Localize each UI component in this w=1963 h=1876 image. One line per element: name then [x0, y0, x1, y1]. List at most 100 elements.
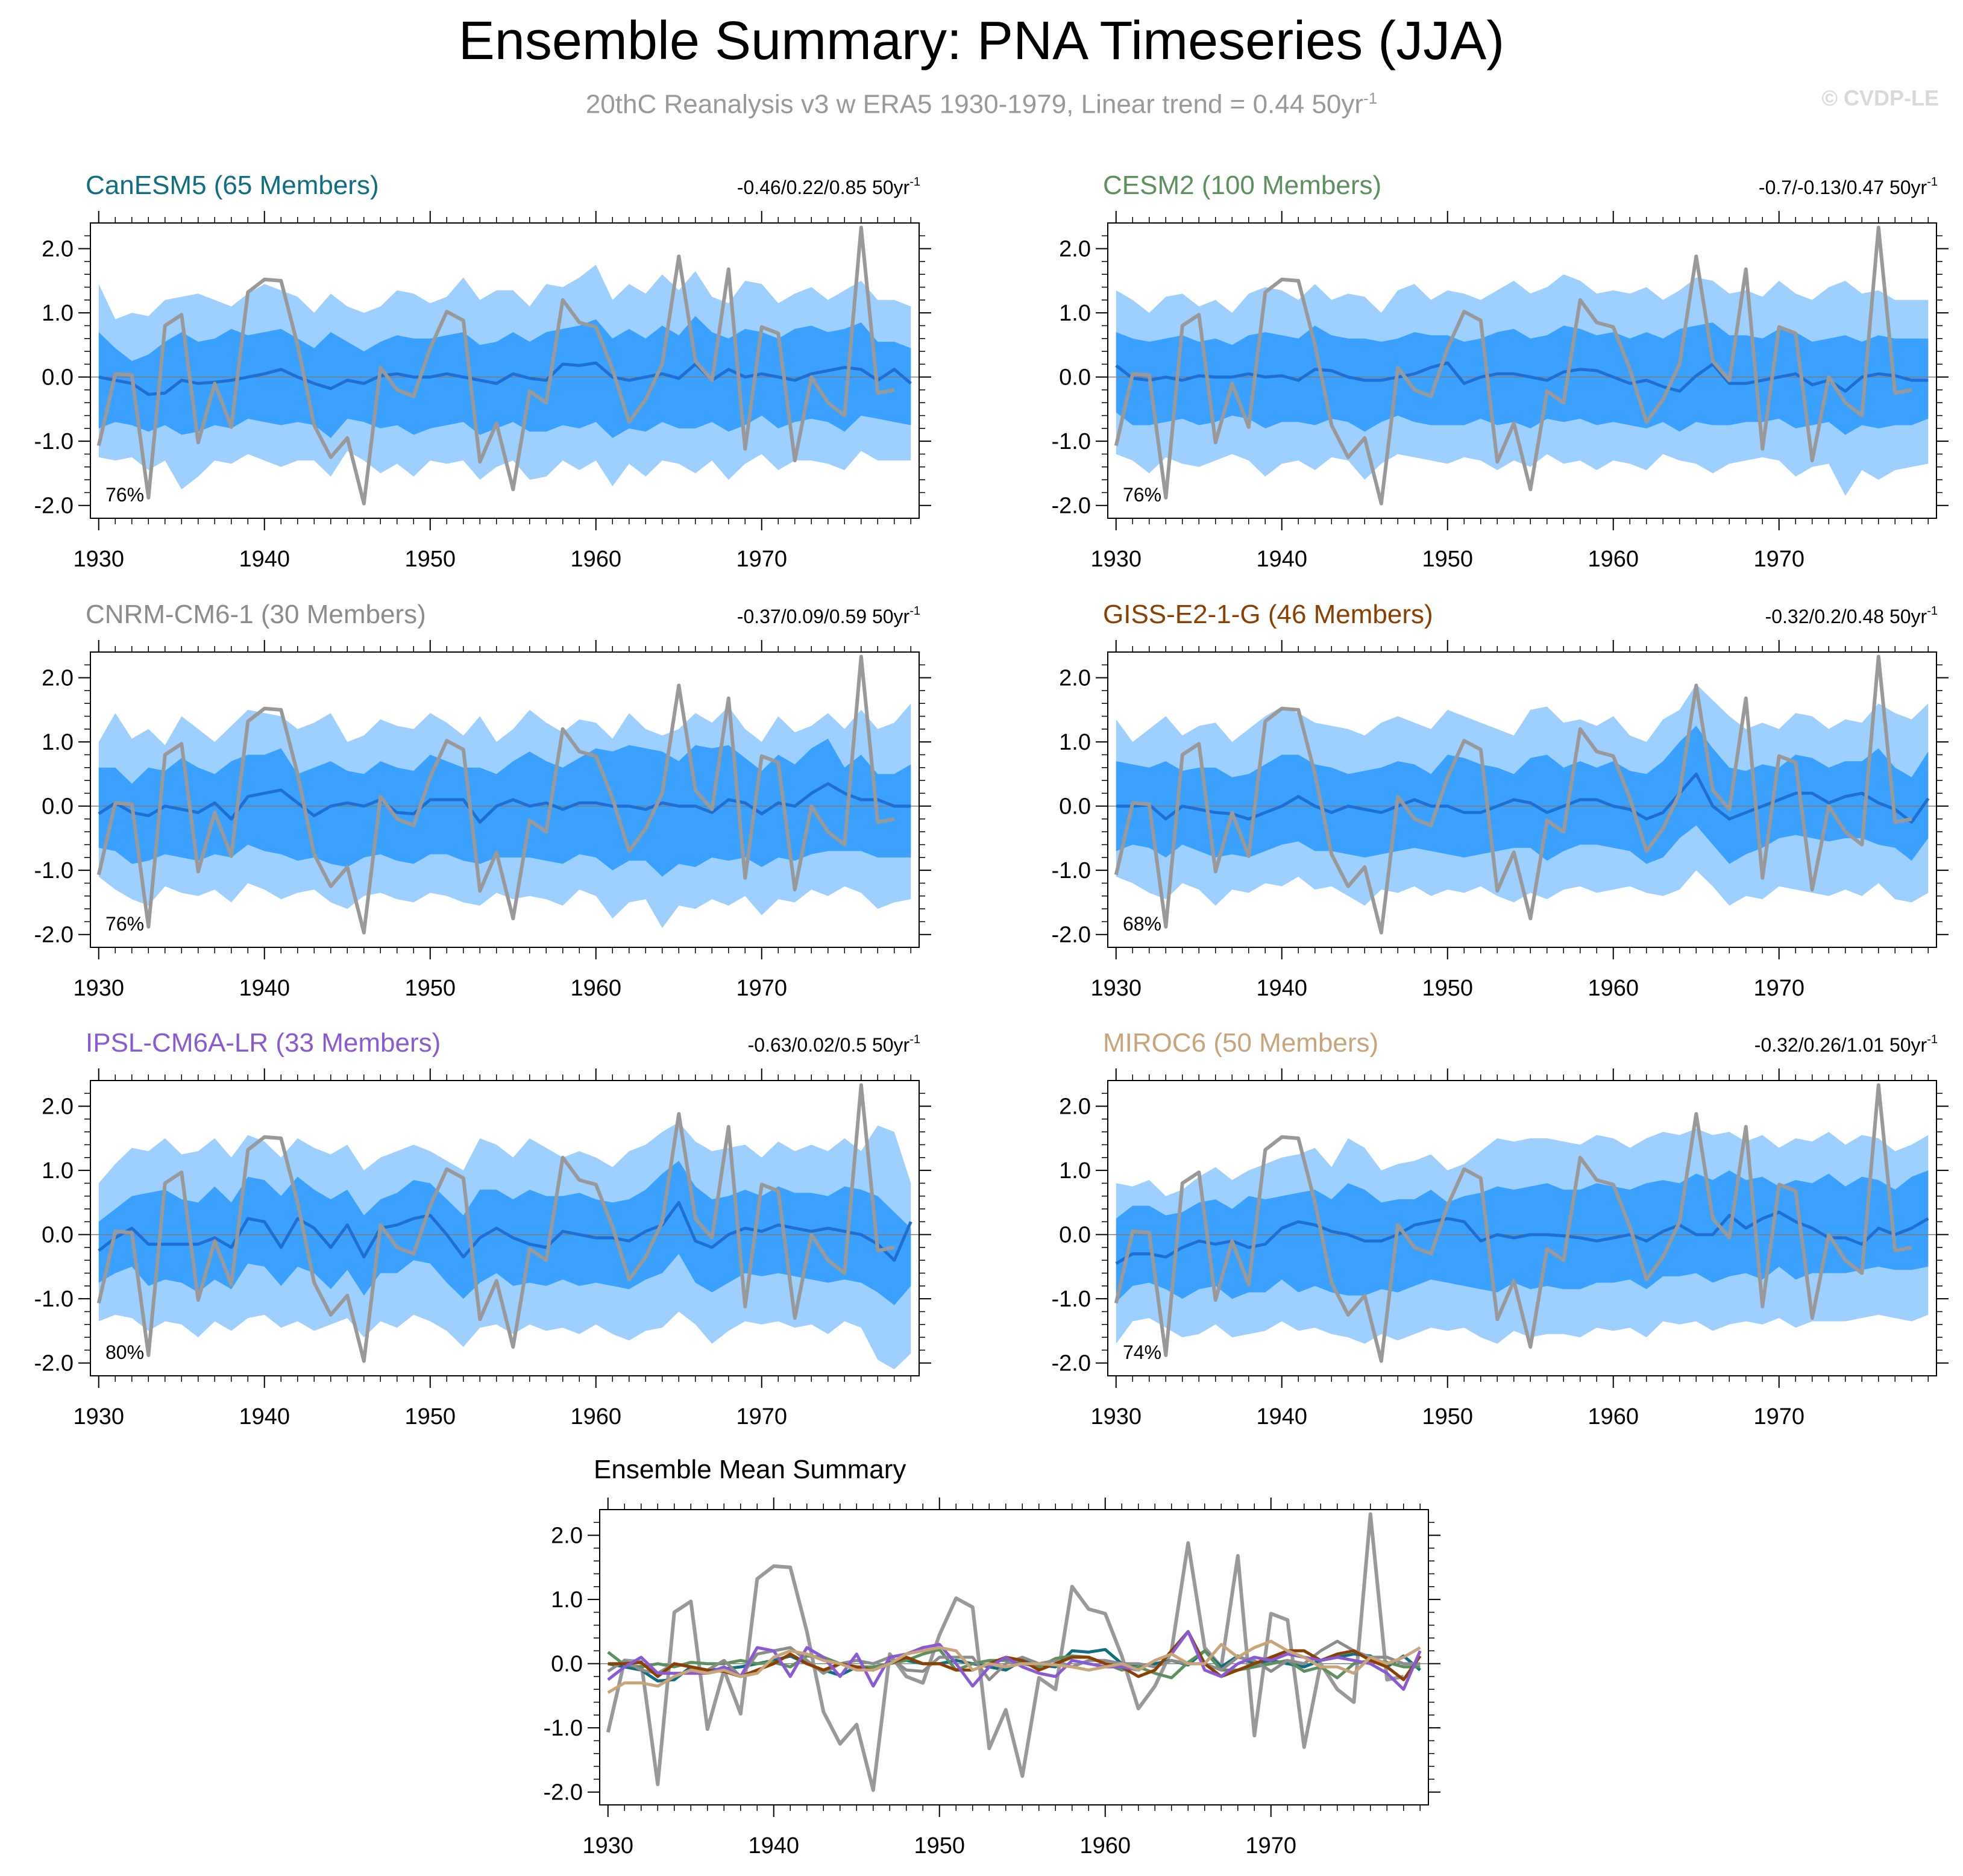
summary-mean-line-6	[607, 1639, 1421, 1694]
panel-title: CNRM-CM6-1 (30 Members)	[86, 600, 426, 629]
panel-5-ytick-label: -2.0	[34, 1351, 74, 1376]
panel-percent-label: 76%	[1123, 484, 1161, 506]
panel-title: IPSL-CM6A-LR (33 Members)	[86, 1028, 441, 1058]
panel-3-xtick-label: 1970	[736, 976, 787, 1001]
panel-5-ytick-label: 0.0	[42, 1223, 74, 1248]
observations-line	[1114, 654, 1912, 935]
panel-2-ytick-label: 0.0	[1059, 365, 1091, 391]
panel-1-ytick-label: 1.0	[42, 301, 74, 326]
panel-1-xtick-label: 1930	[73, 547, 124, 572]
panel-percent-label: 76%	[105, 913, 144, 935]
panel-title: CanESM5 (65 Members)	[86, 171, 379, 200]
panel-3-ytick-label: 2.0	[42, 666, 74, 691]
panel-2-xtick-label: 1970	[1753, 547, 1804, 572]
panel-1-frame	[90, 222, 920, 519]
summary-xtick-label: 1970	[1245, 1833, 1296, 1859]
summary-xtick-label: 1940	[748, 1833, 799, 1859]
panel-6-xtick-label: 1960	[1588, 1404, 1639, 1429]
panel-4-xtick-label: 1930	[1090, 976, 1142, 1001]
summary-ytick-label: -1.0	[544, 1716, 583, 1741]
panel-4-xtick-label: 1940	[1256, 976, 1307, 1001]
panel-2: 1930 1940 1950 1960 1970 2.0 1.0 0.0 -1.0 -2.0 CES…	[1052, 171, 1949, 572]
inner-spread-band	[98, 738, 911, 877]
summary-title: Ensemble Mean Summary	[594, 1455, 906, 1484]
panel-4-xtick-label: 1970	[1753, 976, 1804, 1001]
panel-5-ytick-label: -1.0	[34, 1287, 74, 1312]
panel-1: 1930 1940 1950 1960 1970 2.0 1.0 0.0 -1.0 -2.0 Can…	[34, 171, 931, 572]
panel-5-xtick-label: 1970	[736, 1404, 787, 1429]
panel-4-ytick-label: -1.0	[1052, 858, 1091, 883]
panel-trend-value: -0.63/0.02/0.5 50yr	[748, 1034, 910, 1056]
figure-title: Ensemble Summary: PNA Timeseries (JJA)	[458, 11, 1505, 71]
panel-2-ytick-label: 1.0	[1059, 301, 1091, 326]
panel-3-ytick-label: -2.0	[34, 923, 74, 948]
summary-xtick-label: 1950	[914, 1833, 965, 1859]
panel-trend-superscript: -1	[909, 1033, 920, 1046]
panel-6-xtick-label: 1950	[1422, 1404, 1473, 1429]
panel-2-xtick-label: 1930	[1090, 547, 1142, 572]
observations-line	[1114, 225, 1912, 506]
inner-spread-band	[1116, 322, 1929, 435]
panel-percent-label: 76%	[105, 484, 144, 506]
panel-6-xtick-label: 1970	[1753, 1404, 1804, 1429]
panel-trend-text: -0.63/0.02/0.5 50yr-1	[748, 1033, 920, 1056]
panel-3-ytick-label: -1.0	[34, 858, 74, 883]
panel-3-ytick-label: 1.0	[42, 730, 74, 755]
panel-6-ytick-label: 0.0	[1059, 1223, 1091, 1248]
ensemble-mean-line	[1116, 772, 1930, 824]
summary-xtick-label: 1960	[1079, 1833, 1131, 1859]
panel-3-xtick-label: 1940	[239, 976, 290, 1001]
panel-2-xtick-label: 1960	[1588, 547, 1639, 572]
figure-subtitle: 20thC Reanalysis v3 w ERA5 1930-1979, Li…	[0, 82, 1963, 121]
panel-trend-superscript: -1	[1927, 604, 1938, 618]
panel-trend-value: -0.32/0.2/0.48 50yr	[1765, 606, 1927, 627]
panel-2-frame	[1107, 222, 1937, 519]
panel-6-ytick-label: -2.0	[1052, 1351, 1091, 1376]
panel-1-ytick-label: 0.0	[42, 365, 74, 391]
panel-5-frame	[90, 1080, 920, 1376]
observations-line	[96, 654, 895, 935]
panel-3-frame	[90, 651, 920, 948]
panel-1-xtick-label: 1950	[404, 547, 456, 572]
summary-mean-line-5	[607, 1630, 1422, 1691]
panel-title: CESM2 (100 Members)	[1103, 171, 1381, 200]
panel-trend-value: -0.32/0.26/1.01 50yr	[1754, 1034, 1927, 1056]
summary-ytick-label: -2.0	[544, 1780, 583, 1805]
panel-trend-superscript: -1	[1927, 1033, 1938, 1046]
panel-1-ytick-label: -1.0	[34, 429, 74, 454]
inner-spread-band	[1116, 726, 1929, 864]
panel-trend-value: -0.37/0.09/0.59 50yr	[737, 606, 910, 627]
summary-xtick-label: 1930	[582, 1833, 633, 1859]
ensemble-mean-line	[98, 361, 912, 396]
panel-trend-text: -0.46/0.22/0.85 50yr-1	[737, 175, 920, 198]
panel-1-xtick-label: 1970	[736, 547, 787, 572]
panel-4: 1930 1940 1950 1960 1970 2.0 1.0 0.0 -1.0 -2.0 GIS…	[1052, 600, 1949, 1001]
panel-2-ytick-label: -2.0	[1052, 494, 1091, 519]
panel-2-xtick-label: 1940	[1256, 547, 1307, 572]
panel-4-ytick-label: 2.0	[1059, 666, 1091, 691]
panel-title: MIROC6 (50 Members)	[1103, 1028, 1378, 1058]
copyright-label: © CVDP-LE	[1821, 86, 1939, 110]
panel-trend-superscript: -1	[909, 604, 920, 618]
summary-observations-line	[606, 1512, 1404, 1792]
panel-1-ytick-label: 2.0	[42, 237, 74, 262]
ensemble-mean-line	[1115, 1210, 1929, 1265]
panel-5-xtick-label: 1950	[404, 1404, 456, 1429]
panel-trend-text: -0.32/0.2/0.48 50yr-1	[1765, 604, 1938, 627]
panel-title: GISS-E2-1-G (46 Members)	[1103, 600, 1433, 629]
panel-6-xtick-label: 1930	[1090, 1404, 1142, 1429]
subtitle-superscript: -1	[1363, 89, 1378, 107]
summary-ytick-label: 2.0	[551, 1523, 583, 1549]
panel-2-ytick-label: -1.0	[1052, 429, 1091, 454]
panel-5-xtick-label: 1940	[239, 1404, 290, 1429]
panel-4-ytick-label: -2.0	[1052, 923, 1091, 948]
panel-trend-text: -0.7/-0.13/0.47 50yr-1	[1759, 175, 1938, 198]
panel-percent-label: 74%	[1123, 1341, 1161, 1363]
panel-trend-value: -0.46/0.22/0.85 50yr	[737, 177, 910, 198]
panel-4-xtick-label: 1960	[1588, 976, 1639, 1001]
panel-4-ytick-label: 1.0	[1059, 730, 1091, 755]
panel-3-xtick-label: 1930	[73, 976, 124, 1001]
summary-panel: 1930 1940 1950 1960 1970 2.0 1.0 0.0 -1.0 -2.0 Ens…	[544, 1455, 1440, 1859]
panel-1-xtick-label: 1940	[239, 547, 290, 572]
